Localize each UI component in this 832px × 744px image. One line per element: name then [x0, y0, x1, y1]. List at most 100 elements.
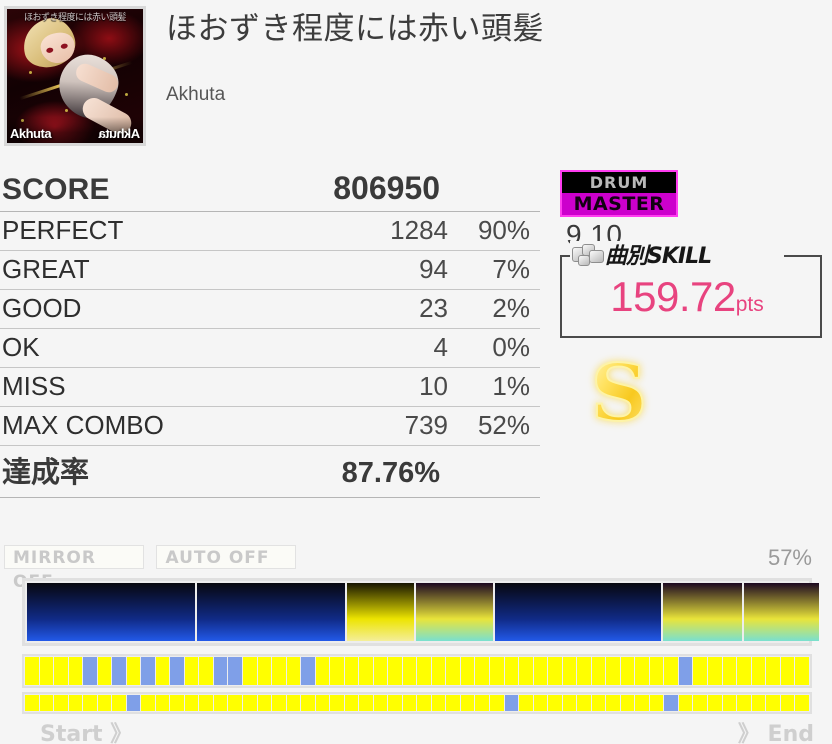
mirror-option[interactable]: MIRROR OFF [4, 545, 144, 592]
note-cell-marked [112, 657, 126, 685]
note-cell [577, 695, 591, 711]
table-row: GOOD 23 2% [0, 290, 540, 329]
note-cell [344, 657, 359, 685]
album-art-credit-left: Akhuta [10, 126, 52, 141]
note-cell [155, 657, 170, 685]
skill-unit: pts [735, 293, 764, 316]
note-cell [286, 657, 301, 685]
note-cell [141, 695, 155, 711]
judgement-count-perfect: 1284 [390, 215, 448, 245]
note-cell [780, 695, 795, 711]
note-cell [25, 657, 39, 685]
note-cell [707, 657, 722, 685]
note-cell [359, 695, 373, 711]
judgement-percent-max-combo: 52% [477, 410, 530, 440]
note-cell [606, 695, 620, 711]
note-cell [620, 657, 635, 685]
note-cell [97, 695, 112, 711]
album-art-title-text: ほおずき程度には赤い頭髪 [23, 13, 127, 23]
note-cell-marked [664, 695, 678, 711]
score-label: SCORE [2, 173, 110, 206]
album-art-spark [29, 71, 32, 74]
drum-mascot-icon [570, 243, 604, 266]
density-segment [495, 583, 661, 641]
note-cell [722, 657, 737, 685]
skill-caption-label: 曲別SKILL [605, 244, 712, 269]
skill-box: 曲別SKILL 159.72pts [560, 241, 822, 338]
table-row-score: SCORE 806950 [0, 168, 540, 212]
note-cell [562, 657, 577, 685]
note-cell [737, 695, 751, 711]
note-cell [199, 695, 213, 711]
auto-option[interactable]: AUTO OFF [156, 545, 297, 569]
note-cell [795, 657, 809, 685]
note-cell [68, 657, 83, 685]
achievement-label: 達成率 [2, 455, 90, 489]
note-cell [242, 695, 257, 711]
note-cell [199, 657, 213, 685]
note-cell [373, 657, 388, 685]
note-cell [548, 657, 562, 685]
note-cell [373, 695, 388, 711]
table-row: PERFECT 1284 90% [0, 212, 540, 251]
table-row-achievement: 達成率 87.76% [0, 446, 540, 498]
note-cell [213, 695, 228, 711]
song-info: ほおずき程度には赤い頭髪 Akhuta [146, 6, 544, 150]
judgement-label-ok: OK [2, 332, 40, 362]
album-art-shadow [7, 117, 143, 143]
album-art-spark [21, 119, 24, 122]
skill-caption: 曲別SKILL [570, 241, 784, 269]
album-art: ほおずき程度には赤い頭髪 Akhuta Akhuta [4, 6, 146, 146]
skill-value: 159.72 [610, 273, 736, 320]
note-cell-marked [126, 695, 141, 711]
note-cell [577, 657, 591, 685]
note-cell [155, 695, 170, 711]
note-cell [228, 695, 242, 711]
note-cell [39, 695, 54, 711]
table-row: MAX COMBO 739 52% [0, 407, 540, 446]
note-cell-marked [83, 657, 97, 685]
score-value: 806950 [333, 170, 440, 206]
note-cell [766, 657, 780, 685]
start-label: Start 》 [40, 722, 133, 744]
note-cell [417, 657, 431, 685]
judgement-count-ok: 4 [433, 332, 448, 362]
note-cell [490, 657, 504, 685]
judgement-percent-perfect: 90% [477, 215, 530, 245]
album-art-spark [125, 93, 128, 96]
judgement-percent-good: 2% [492, 293, 530, 323]
note-cell [54, 657, 68, 685]
album-art-credit-right: Akhuta [98, 126, 140, 141]
difficulty-badge-top: DRUM [562, 172, 676, 193]
note-cell [606, 657, 620, 685]
options-row: MIRROR OFF AUTO OFF 57% [4, 545, 828, 592]
note-cell [68, 695, 83, 711]
note-cell [678, 695, 693, 711]
note-cell [620, 695, 635, 711]
note-cell [286, 695, 301, 711]
note-cell [780, 657, 795, 685]
album-art-eye-left [45, 47, 54, 54]
density-graph [22, 578, 819, 646]
note-cell [242, 657, 257, 685]
note-cell [475, 657, 489, 685]
judgement-label-good: GOOD [2, 293, 82, 323]
judgement-percent-ok: 0% [492, 332, 530, 362]
note-cell [519, 657, 533, 685]
album-art-spark [103, 57, 106, 60]
note-cell [39, 657, 54, 685]
note-cell [635, 657, 649, 685]
note-cell [591, 695, 606, 711]
note-cell [184, 695, 199, 711]
note-cell [257, 695, 272, 711]
note-cell-marked [228, 657, 242, 685]
note-cell [533, 695, 548, 711]
note-cell [54, 695, 68, 711]
note-cell [490, 695, 504, 711]
note-cell [519, 695, 533, 711]
note-cell [330, 657, 344, 685]
end-label: 》 End [737, 722, 814, 744]
note-cell [402, 695, 417, 711]
note-cell [446, 657, 460, 685]
skill-value-group: 159.72pts [562, 273, 812, 321]
